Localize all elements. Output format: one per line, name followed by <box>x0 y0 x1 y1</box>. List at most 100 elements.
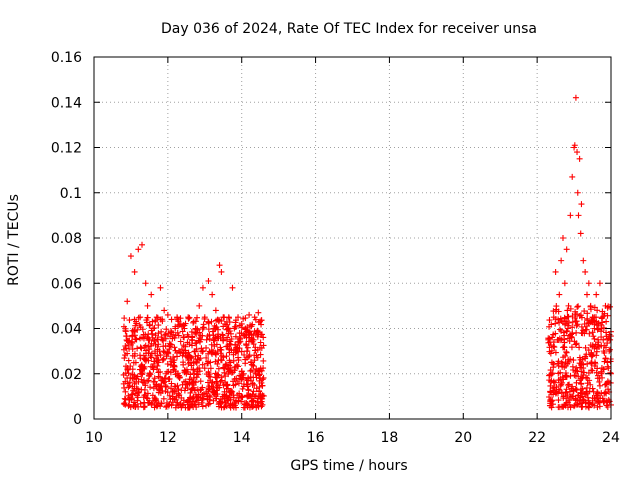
band-marker <box>570 388 577 395</box>
band-marker <box>157 384 164 391</box>
band-marker <box>567 393 574 400</box>
band-marker <box>131 380 138 387</box>
band-marker <box>163 326 170 333</box>
band-marker <box>599 374 606 381</box>
data-point <box>576 155 583 162</box>
band-marker <box>590 333 597 340</box>
band-marker <box>160 395 167 402</box>
band-marker <box>255 372 262 379</box>
band-marker <box>555 370 562 377</box>
band-marker <box>236 394 243 401</box>
band-marker <box>215 403 222 410</box>
band-marker <box>226 345 233 352</box>
band-marker <box>251 381 258 388</box>
y-tick-label: 0.02 <box>51 367 82 383</box>
data-point <box>559 235 566 241</box>
band-marker <box>239 372 246 379</box>
band-marker <box>170 399 177 406</box>
axis-ticks <box>93 56 612 420</box>
band-marker <box>591 362 598 369</box>
x-tick-label: 12 <box>159 430 177 446</box>
band-marker <box>567 305 574 312</box>
data-point <box>556 291 563 298</box>
data-point <box>251 314 258 321</box>
band-marker <box>134 392 141 399</box>
band-marker <box>204 396 211 403</box>
band-marker <box>161 375 168 382</box>
band-marker <box>578 314 585 321</box>
band-marker <box>159 357 166 364</box>
band-marker <box>197 378 204 385</box>
band-marker <box>251 328 258 335</box>
band-marker <box>246 352 253 359</box>
band-marker <box>247 367 254 374</box>
band-marker <box>214 333 221 340</box>
band-marker <box>169 335 176 342</box>
band-marker <box>588 367 595 374</box>
data-point <box>587 302 594 309</box>
band-marker <box>138 370 145 377</box>
data-point <box>565 302 572 309</box>
band-marker <box>193 394 200 401</box>
band-marker <box>214 360 221 367</box>
band-marker <box>584 317 591 324</box>
band-marker <box>603 333 610 340</box>
band-marker <box>238 375 245 382</box>
band-marker <box>168 329 175 336</box>
data-point <box>181 325 188 332</box>
x-tick-label: 14 <box>233 430 251 446</box>
band-marker <box>578 381 585 388</box>
band-marker <box>162 331 169 338</box>
band-marker <box>550 331 557 338</box>
data-point <box>246 311 253 318</box>
band-marker <box>594 326 601 333</box>
band-marker <box>558 327 565 334</box>
data-point <box>585 280 592 287</box>
band-marker <box>177 349 184 356</box>
data-point <box>227 359 234 366</box>
data-point <box>223 336 230 343</box>
band-marker <box>255 402 262 409</box>
band-marker <box>187 371 194 378</box>
band-marker <box>205 319 212 326</box>
x-tick-label: 22 <box>528 430 546 446</box>
data-point <box>126 345 133 352</box>
band-marker <box>570 357 577 364</box>
band-marker <box>240 383 247 390</box>
band-marker <box>170 366 177 373</box>
band-marker <box>224 365 231 372</box>
band-marker <box>550 339 557 346</box>
band-marker <box>125 392 132 399</box>
data-point <box>142 280 149 287</box>
band-marker <box>549 334 556 341</box>
band-marker <box>250 403 257 410</box>
band-marker <box>233 362 240 369</box>
data-point <box>129 366 136 373</box>
band-marker <box>127 374 134 381</box>
chart-title: Day 036 of 2024, Rate Of TEC Index for r… <box>161 21 537 37</box>
band-marker <box>570 367 577 374</box>
data-point <box>140 352 147 359</box>
data-point <box>255 309 262 316</box>
band-marker <box>602 344 609 351</box>
band-marker <box>159 316 166 323</box>
data-point <box>151 348 158 355</box>
band-marker <box>574 321 581 328</box>
data-point <box>124 298 131 305</box>
band-marker <box>214 326 221 333</box>
band-marker <box>547 388 554 395</box>
data-point <box>155 359 162 366</box>
band-marker <box>141 403 148 410</box>
band-marker <box>571 372 578 379</box>
band-marker <box>555 397 562 404</box>
band-marker <box>591 395 598 402</box>
band-marker <box>562 373 569 380</box>
band-marker <box>244 375 251 382</box>
band-marker <box>576 344 583 351</box>
band-marker <box>248 367 255 374</box>
band-marker <box>598 334 605 341</box>
band-marker <box>218 357 225 364</box>
band-marker <box>562 369 569 376</box>
band-marker <box>577 394 584 401</box>
